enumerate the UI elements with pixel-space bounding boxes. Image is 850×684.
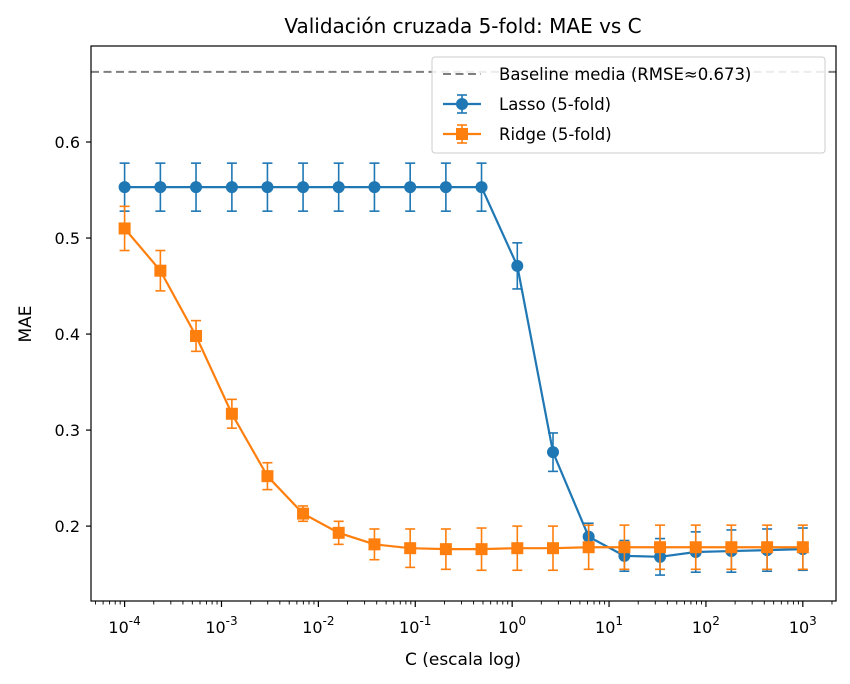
x-tick-base: 10	[302, 618, 322, 637]
plot-area	[91, 70, 836, 576]
legend-label: Ridge (5-fold)	[499, 125, 612, 144]
x-tick-label: 10-1	[399, 614, 431, 637]
data-point	[332, 181, 345, 194]
y-tick-label: 0.6	[55, 133, 80, 152]
data-point	[154, 264, 167, 277]
data-point	[368, 181, 381, 194]
y-tick-label: 0.2	[55, 517, 80, 536]
x-tick-base: 10	[692, 618, 712, 637]
data-point	[511, 542, 524, 555]
data-point	[618, 541, 631, 554]
x-tick-label: 103	[789, 614, 817, 637]
data-point	[796, 541, 809, 554]
data-point	[297, 507, 310, 520]
data-point	[654, 541, 667, 554]
x-tick-base: 10	[205, 618, 225, 637]
chart-title: Validación cruzada 5-fold: MAE vs C	[284, 14, 641, 38]
x-tick-exponent: 1	[615, 614, 623, 628]
x-tick-exponent: -1	[419, 614, 431, 628]
y-tick-label: 0.4	[55, 325, 80, 344]
data-point	[368, 538, 381, 551]
x-tick-exponent: 3	[809, 614, 817, 628]
x-tick-exponent: 2	[712, 614, 720, 628]
data-point	[475, 543, 488, 556]
x-tick-base: 10	[399, 618, 419, 637]
data-point	[297, 181, 310, 194]
y-tick-label: 0.3	[55, 421, 80, 440]
legend-marker	[456, 98, 468, 110]
x-tick-label: 10-3	[205, 614, 237, 637]
axes: 0.20.30.40.50.610-4 10-3 10-2 10-1 100 101 102…	[55, 45, 837, 637]
legend-box	[431, 56, 826, 154]
legend-entry-2: Ridge (5-fold)	[443, 124, 612, 144]
data-point	[404, 542, 417, 555]
data-point	[154, 181, 167, 194]
x-tick-label: 10-2	[302, 614, 334, 637]
data-point	[404, 181, 417, 194]
data-point	[190, 329, 203, 342]
legend: Baseline media (RMSE≈0.673) Lasso (5-fold…	[431, 56, 826, 154]
y-axis-title: MAE	[16, 305, 36, 342]
data-point	[118, 222, 131, 235]
x-tick-exponent: 0	[519, 614, 527, 628]
x-tick-base: 10	[108, 618, 128, 637]
data-point	[689, 541, 702, 554]
data-point	[582, 541, 595, 554]
x-axis-title: C (escala log)	[405, 650, 521, 670]
x-tick-exponent: -2	[323, 614, 335, 628]
y-tick-label: 0.5	[55, 229, 80, 248]
data-point	[439, 181, 452, 194]
legend-marker	[456, 128, 468, 140]
x-tick-label: 10-4	[108, 614, 140, 637]
data-point	[225, 407, 238, 420]
data-point	[225, 181, 238, 194]
legend-entry-1: Lasso (5-fold)	[443, 94, 611, 114]
data-point	[118, 181, 131, 194]
x-tick-exponent: -3	[226, 614, 238, 628]
data-point	[439, 543, 452, 556]
series-2	[118, 205, 809, 572]
data-point	[547, 542, 560, 555]
x-tick-label: 101	[595, 614, 623, 637]
x-tick-label: 100	[498, 614, 526, 637]
data-point	[761, 541, 774, 554]
x-tick-base: 10	[498, 618, 518, 637]
x-tick-base: 10	[789, 618, 809, 637]
x-tick-base: 10	[595, 618, 615, 637]
data-point	[547, 446, 560, 459]
data-point	[475, 181, 488, 194]
data-point	[725, 541, 738, 554]
data-point	[190, 181, 203, 194]
x-tick-exponent: -4	[129, 614, 141, 628]
legend-label-baseline: Baseline media (RMSE≈0.673)	[499, 65, 751, 84]
legend-label: Lasso (5-fold)	[499, 95, 611, 114]
x-tick-label: 102	[692, 614, 720, 637]
axes-frame	[90, 45, 837, 602]
data-point	[511, 259, 524, 272]
data-point	[261, 181, 274, 194]
data-point	[261, 470, 274, 483]
data-point	[332, 526, 345, 539]
